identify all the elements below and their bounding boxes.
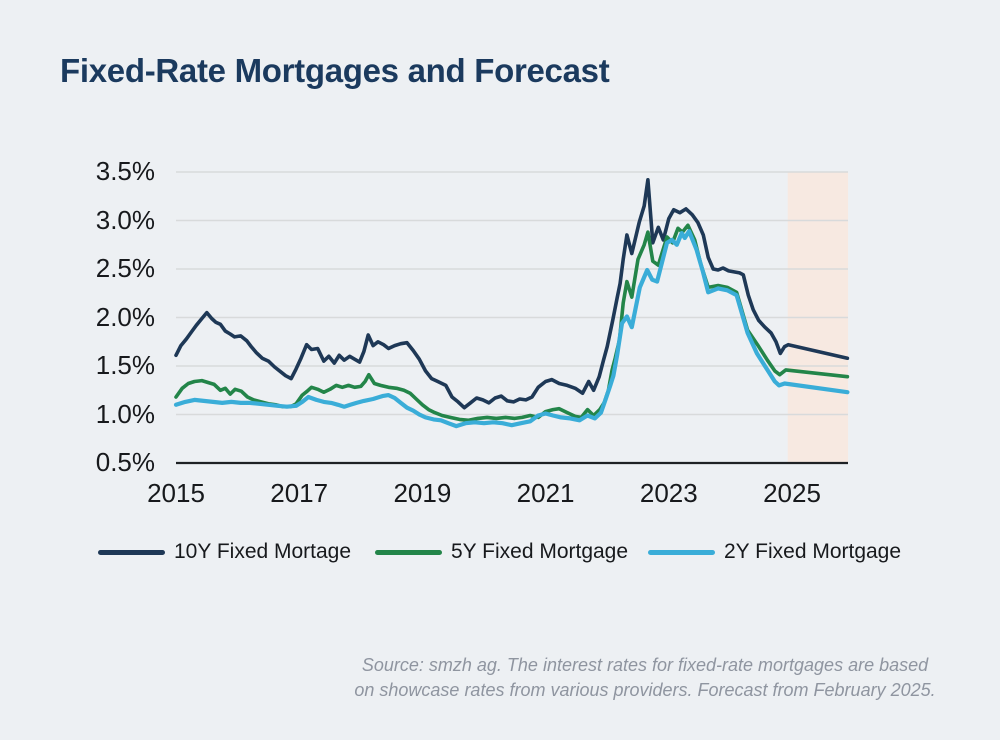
x-tick-label: 2019	[393, 478, 452, 508]
legend-label: 2Y Fixed Mortgage	[724, 540, 902, 563]
source-note: Source: smzh ag. The interest rates for …	[300, 653, 990, 703]
y-tick-label: 1.5%	[95, 349, 155, 380]
y-tick-label: 1.0%	[95, 398, 155, 429]
x-tick-label: 2021	[516, 478, 575, 508]
y-tick-label: 3.0%	[95, 204, 155, 235]
source-line-2: on showcase rates from various providers…	[354, 680, 936, 700]
y-tick-label: 2.0%	[95, 301, 155, 332]
x-tick-label: 2017	[270, 478, 329, 508]
y-tick-label: 0.5%	[95, 446, 155, 477]
legend-item-2y: 2Y Fixed Mortgage	[648, 540, 901, 564]
series-line-2y-fixed-mortgage	[173, 229, 850, 429]
legend-item-10y: 10Y Fixed Mortage	[98, 540, 351, 564]
chart-title: Fixed-Rate Mortgages and Forecast	[60, 52, 610, 89]
legend-line-swatch	[375, 549, 442, 555]
x-tick-label: 2023	[639, 478, 698, 508]
legend-item-5y: 5Y Fixed Mortgage	[375, 540, 628, 564]
y-tick-label: 2.5%	[95, 252, 155, 283]
x-tick-label: 2015	[147, 478, 205, 508]
legend-line-swatch	[98, 549, 165, 555]
source-line-1: Source: smzh ag. The interest rates for …	[361, 655, 929, 675]
legend-line-swatch	[648, 549, 715, 555]
series-line-10y-fixed-mortage	[174, 178, 850, 410]
y-tick-label: 3.5%	[95, 155, 155, 186]
legend-label: 10Y Fixed Mortage	[174, 540, 352, 563]
legend-label: 5Y Fixed Mortgage	[451, 540, 629, 563]
x-tick-label: 2025	[763, 478, 821, 508]
